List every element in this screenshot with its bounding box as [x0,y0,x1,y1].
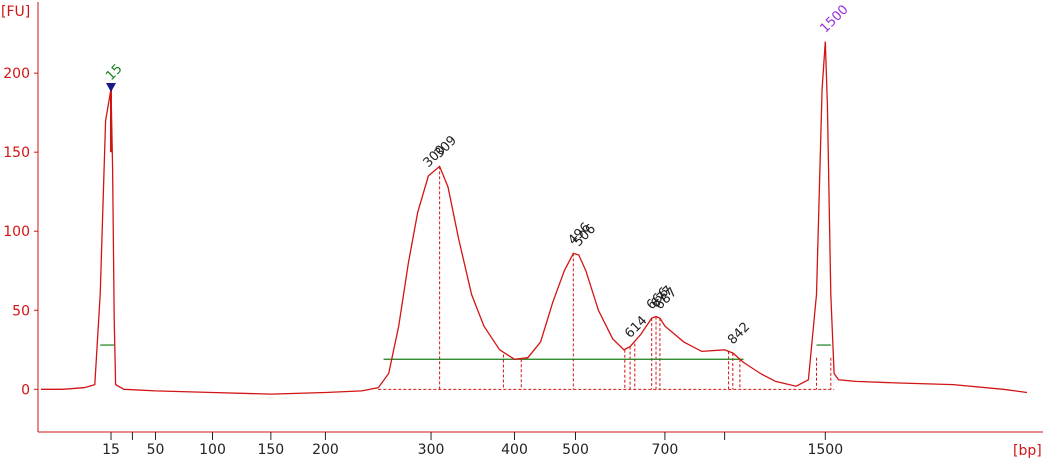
x-axis-label: [bp] [1013,443,1042,459]
y-tick-label: 150 [3,145,30,161]
peak-guides [100,166,835,390]
trace-line [41,41,1028,395]
x-tick-label: 15 [102,442,120,458]
y-tick-label: 100 [3,224,30,240]
peak-label: 15 [103,61,125,83]
peak-label: 1500 [818,2,852,36]
x-tick-label: 400 [501,442,528,458]
y-tick-label: 0 [21,382,30,398]
peak-label: 842 [725,320,753,348]
x-tick-label: 200 [312,442,339,458]
y-tick-label: 50 [12,303,30,319]
x-tick-label: 100 [199,442,226,458]
trace-series [41,41,1028,395]
peak-label: 614 [622,313,650,341]
marker-triangle [106,82,116,92]
y-tick-label: 200 [3,66,30,82]
y-axis-label: [FU] [1,4,30,20]
x-tick-label: 50 [147,442,165,458]
x-tick-label: 700 [652,442,679,458]
chart-axes: 0 50 100 150 200 15 50 100 150 200 300 400 500 700 150… [3,2,1043,458]
x-tick-label: 300 [418,442,445,458]
x-tick-label: 1500 [807,442,843,458]
x-tick-label: 500 [562,442,589,458]
x-tick-label: 150 [257,442,284,458]
